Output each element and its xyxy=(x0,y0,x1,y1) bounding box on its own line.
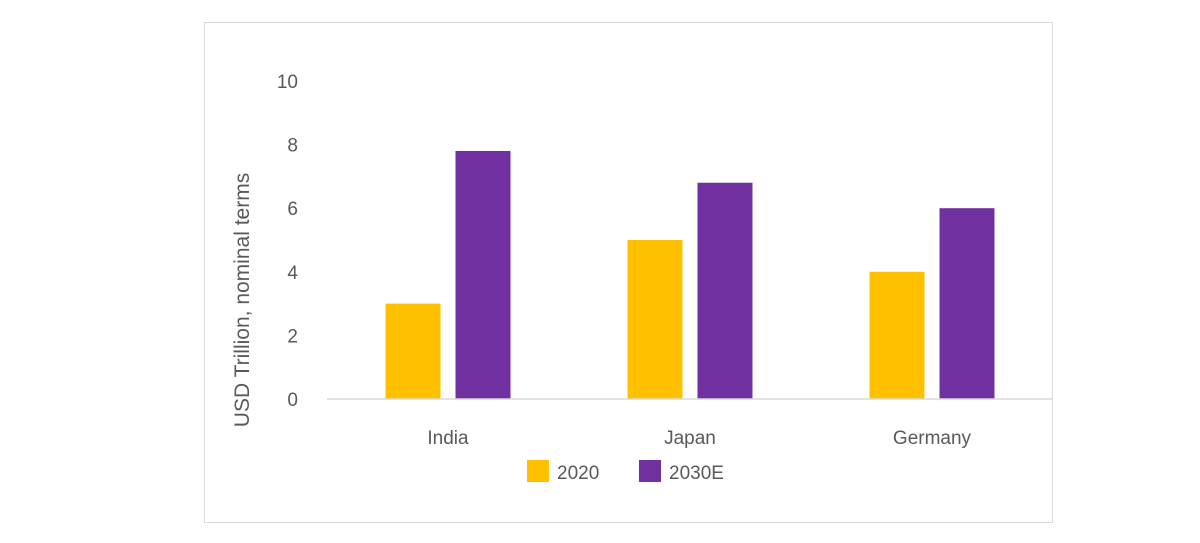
bar-india-2030e xyxy=(455,150,511,399)
chart-svg: 0 2 4 6 8 10 India Japan Germany USD Trillion, … xyxy=(231,72,1053,484)
bar-india-2020 xyxy=(385,303,441,399)
legend: 2020 2030E xyxy=(527,460,724,484)
bars-group xyxy=(385,150,995,399)
x-category-label: Japan xyxy=(664,428,716,449)
y-tick-label: 4 xyxy=(287,263,298,284)
y-axis-ticks: 0 2 4 6 8 10 xyxy=(277,72,299,411)
chart-frame: 0 2 4 6 8 10 India Japan Germany USD Trillion, … xyxy=(204,22,1053,523)
x-category-label: Germany xyxy=(893,428,972,449)
bar-germany-2020 xyxy=(869,271,925,399)
y-tick-label: 0 xyxy=(287,390,298,411)
y-tick-label: 8 xyxy=(287,136,298,157)
x-axis-categories: India Japan Germany xyxy=(427,428,971,449)
bar-japan-2030e xyxy=(697,182,753,399)
legend-label-2030e: 2030E xyxy=(669,463,724,484)
x-category-label: India xyxy=(427,428,469,449)
bar-japan-2020 xyxy=(627,240,683,399)
legend-swatch-2020 xyxy=(527,460,549,482)
legend-label-2020: 2020 xyxy=(557,463,599,484)
legend-swatch-2030e xyxy=(639,460,661,482)
y-tick-label: 2 xyxy=(287,326,298,347)
y-axis-title: USD Trillion, nominal terms xyxy=(231,173,254,427)
bar-germany-2030e xyxy=(939,208,995,399)
y-tick-label: 6 xyxy=(287,199,298,220)
y-tick-label: 10 xyxy=(277,72,298,93)
